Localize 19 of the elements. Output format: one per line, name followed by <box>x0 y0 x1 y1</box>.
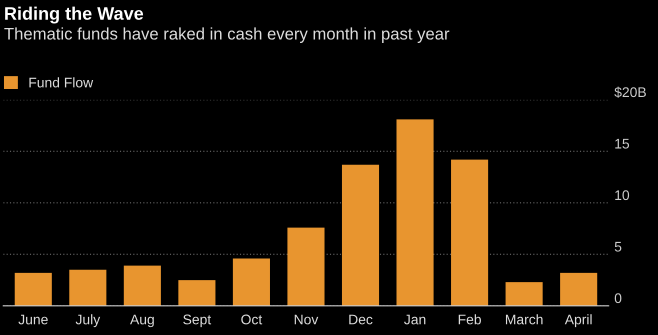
x-tick-label: Sept <box>183 314 212 328</box>
legend-label: Fund Flow <box>29 77 94 88</box>
x-tick-label: Aug <box>130 314 154 328</box>
x-tick-label: Oct <box>241 314 262 324</box>
x-tick-label: Nov <box>294 314 318 324</box>
x-tick-label: March <box>506 314 543 324</box>
x-tick-label: July <box>76 314 100 328</box>
y-tick-label: 10 <box>615 190 630 200</box>
y-tick-label: 15 <box>615 138 630 149</box>
chart-title: Riding the Wave <box>5 6 144 24</box>
chart-subtitle: Thematic funds have raked in cash every month in past year <box>4 27 450 43</box>
x-tick-label: Feb <box>458 314 481 324</box>
x-tick-label: April <box>564 314 592 328</box>
x-tick-label: Jan <box>404 314 426 324</box>
x-tick-label: June <box>18 314 48 324</box>
y-tick-label: $20B <box>614 86 646 98</box>
x-tick-label: Dec <box>349 314 372 324</box>
y-tick-label: 0 <box>614 293 622 304</box>
y-tick-label: 5 <box>614 242 622 252</box>
